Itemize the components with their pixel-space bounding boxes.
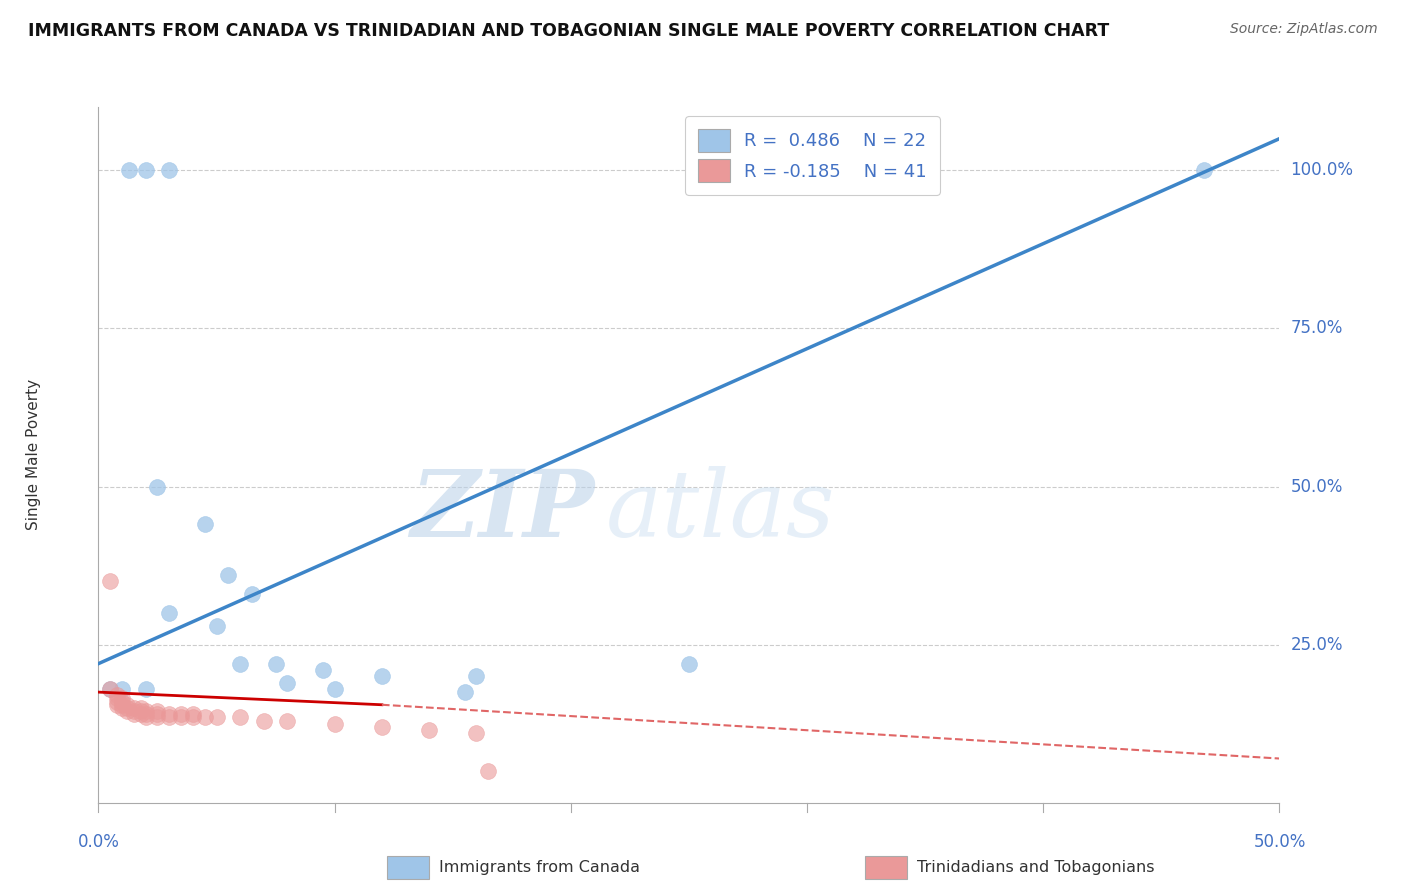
Text: ZIP: ZIP (411, 466, 595, 556)
Point (98, 681, 121, 696)
Point (122, 704, 145, 718)
Point (465, 669, 488, 683)
Point (135, 163, 157, 178)
Point (118, 163, 141, 178)
Point (111, 698, 134, 712)
Point (194, 710, 217, 724)
Point (194, 517, 217, 532)
Point (323, 681, 346, 696)
Point (181, 707, 204, 722)
Point (146, 710, 169, 724)
Text: Immigrants from Canada: Immigrants from Canada (439, 861, 640, 875)
Text: 0.0%: 0.0% (77, 833, 120, 851)
Point (98, 574, 121, 589)
Point (205, 618, 228, 632)
Point (678, 657, 700, 671)
Point (371, 669, 394, 683)
Point (115, 701, 138, 715)
Point (323, 716, 346, 731)
Point (135, 707, 157, 722)
Point (157, 707, 180, 722)
Point (105, 688, 128, 702)
Point (129, 707, 152, 722)
Point (1192, 163, 1215, 178)
Point (135, 681, 157, 696)
Point (157, 606, 180, 620)
Point (122, 707, 145, 722)
Point (253, 714, 276, 728)
Legend: R =  0.486    N = 22, R = -0.185    N = 41: R = 0.486 N = 22, R = -0.185 N = 41 (685, 116, 939, 195)
Text: 100.0%: 100.0% (1291, 161, 1354, 179)
Point (129, 704, 152, 718)
Point (240, 587, 263, 601)
Point (111, 681, 134, 696)
Text: Single Male Poverty: Single Male Poverty (25, 379, 41, 531)
Point (264, 657, 287, 671)
Point (217, 568, 239, 582)
Text: atlas: atlas (606, 466, 835, 556)
Point (146, 707, 169, 722)
Point (229, 657, 252, 671)
Point (135, 704, 157, 718)
Point (111, 691, 134, 706)
Text: Trinidadians and Tobagonians: Trinidadians and Tobagonians (917, 861, 1154, 875)
Point (115, 704, 138, 718)
Text: 25.0%: 25.0% (1291, 636, 1343, 654)
Point (418, 723, 440, 737)
Point (146, 704, 169, 718)
Point (453, 685, 475, 699)
Point (105, 698, 128, 712)
Point (170, 710, 193, 724)
Point (105, 695, 128, 709)
Point (312, 663, 335, 677)
Point (98, 681, 121, 696)
Text: 50.0%: 50.0% (1291, 477, 1343, 496)
Point (115, 698, 138, 712)
Text: Source: ZipAtlas.com: Source: ZipAtlas.com (1230, 22, 1378, 37)
Point (205, 710, 228, 724)
Point (157, 710, 180, 724)
Point (146, 479, 169, 493)
Point (371, 720, 394, 734)
Point (170, 707, 193, 722)
Point (105, 691, 128, 706)
Point (135, 710, 157, 724)
Point (129, 701, 152, 715)
Point (111, 695, 134, 709)
Point (111, 701, 134, 715)
Point (276, 714, 298, 728)
Point (157, 163, 180, 178)
Point (229, 710, 252, 724)
Text: 50.0%: 50.0% (1253, 833, 1306, 851)
Point (465, 726, 488, 740)
Point (276, 675, 298, 690)
Point (477, 764, 499, 779)
Point (181, 710, 204, 724)
Text: IMMIGRANTS FROM CANADA VS TRINIDADIAN AND TOBAGONIAN SINGLE MALE POVERTY CORRELA: IMMIGRANTS FROM CANADA VS TRINIDADIAN AN… (28, 22, 1109, 40)
Text: 75.0%: 75.0% (1291, 319, 1343, 337)
Point (122, 701, 145, 715)
